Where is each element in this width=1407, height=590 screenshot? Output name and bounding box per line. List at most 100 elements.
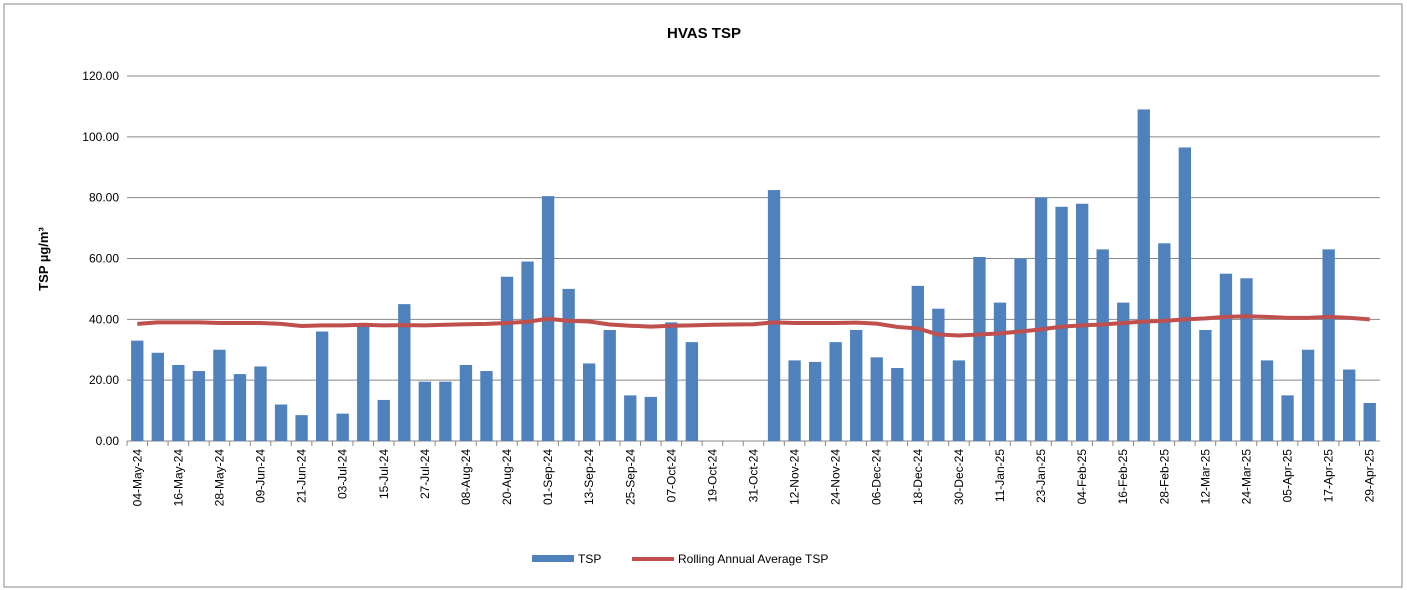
x-tick-label: 12-Mar-25 (1198, 449, 1212, 505)
x-tick-label: 12-Nov-24 (788, 449, 802, 505)
x-tick-label: 13-Sep-24 (582, 449, 596, 505)
bar (993, 302, 1007, 441)
bar (151, 352, 164, 441)
x-tick-label: 15-Jul-24 (377, 449, 391, 499)
legend-label: TSP (578, 552, 601, 566)
x-tick-label: 11-Jan-25 (993, 449, 1007, 502)
bar (500, 276, 514, 441)
bar (459, 364, 473, 441)
bar (973, 256, 986, 441)
bar (870, 357, 883, 441)
bar (1281, 395, 1294, 441)
y-tick-label: 0.00 (96, 434, 120, 448)
bar (254, 366, 267, 441)
bar (439, 381, 452, 441)
x-tick-label: 01-Sep-24 (541, 449, 555, 505)
bar (418, 381, 432, 441)
x-tick-label: 25-Sep-24 (623, 449, 637, 505)
y-tick-label: 60.00 (89, 252, 119, 266)
bar (357, 325, 370, 441)
x-tick-label: 24-Nov-24 (829, 449, 843, 505)
x-tick-label: 29-Apr-25 (1363, 449, 1377, 503)
bar (1260, 360, 1274, 441)
bar (274, 404, 288, 441)
x-tick-label: 21-Jun-24 (295, 449, 309, 503)
x-tick-label: 07-Oct-24 (664, 449, 678, 503)
bar (131, 340, 144, 441)
bar (583, 363, 596, 441)
bar (1322, 249, 1335, 441)
x-tick-label: 31-Oct-24 (747, 449, 761, 503)
y-tick-label: 40.00 (89, 312, 119, 326)
bar (932, 308, 945, 441)
x-tick-label: 20-Aug-24 (500, 449, 514, 505)
x-tick-label: 18-Dec-24 (911, 449, 925, 505)
bar (1034, 197, 1048, 441)
bar (850, 329, 863, 441)
bar (644, 396, 657, 441)
bar (1055, 206, 1068, 441)
y-tick-label: 100.00 (82, 130, 119, 144)
chart-title: HVAS TSP (667, 25, 741, 42)
bar (1178, 147, 1192, 441)
x-tick-label: 23-Jan-25 (1034, 449, 1048, 503)
bar (1117, 302, 1130, 441)
bar (1219, 273, 1233, 441)
bar (603, 329, 616, 441)
bar (808, 361, 822, 441)
bar (1158, 243, 1171, 441)
bar (377, 399, 390, 441)
x-tick-label: 08-Aug-24 (459, 449, 473, 505)
bar (295, 415, 308, 441)
y-axis-label: TSP µg/m³ (36, 227, 51, 291)
x-tick-label: 19-Oct-24 (705, 449, 719, 503)
x-tick-label: 17-Apr-25 (1322, 449, 1336, 503)
bar (1014, 258, 1027, 441)
bar (1096, 249, 1109, 441)
bar (315, 331, 329, 441)
bar (788, 360, 801, 441)
line (137, 314, 1370, 338)
bar (1301, 349, 1315, 441)
bar (891, 368, 904, 441)
x-tick-label: 28-Feb-25 (1157, 449, 1171, 505)
bar (213, 349, 226, 441)
bar (911, 285, 924, 441)
bar (1240, 278, 1253, 441)
bar (829, 342, 842, 441)
bar (336, 413, 349, 441)
x-tick-label: 03-Jul-24 (336, 449, 350, 499)
bar (624, 395, 637, 441)
x-tick-label: 30-Dec-24 (952, 449, 966, 505)
bar (398, 304, 411, 441)
bar (233, 374, 247, 441)
bar (665, 322, 678, 441)
bar (685, 342, 699, 441)
bar (521, 261, 534, 441)
y-tick-label: 20.00 (89, 373, 119, 387)
legend-swatch (532, 555, 574, 562)
x-tick-label: 28-May-24 (212, 449, 226, 507)
bar (1363, 402, 1376, 441)
x-tick-label: 06-Dec-24 (870, 449, 884, 505)
bar (480, 371, 493, 441)
x-tick-label: 09-Jun-24 (254, 449, 268, 503)
bar (1199, 329, 1212, 441)
x-tick-label: 27-Jul-24 (418, 449, 432, 499)
bar (192, 371, 206, 441)
bar (952, 360, 966, 441)
y-tick-label: 120.00 (82, 69, 119, 83)
x-tick-label: 05-Apr-25 (1281, 449, 1295, 503)
bar (172, 364, 185, 441)
x-tick-label: 04-May-24 (130, 449, 144, 507)
x-tick-label: 16-May-24 (171, 449, 185, 507)
bar (767, 190, 781, 441)
x-tick-label: 16-Feb-25 (1116, 449, 1130, 505)
x-tick-label: 24-Mar-25 (1239, 449, 1253, 505)
bar (1343, 369, 1356, 441)
y-tick-label: 80.00 (89, 191, 119, 205)
bar (1075, 203, 1089, 441)
bar (1137, 109, 1150, 441)
x-tick-label: 04-Feb-25 (1075, 449, 1089, 505)
